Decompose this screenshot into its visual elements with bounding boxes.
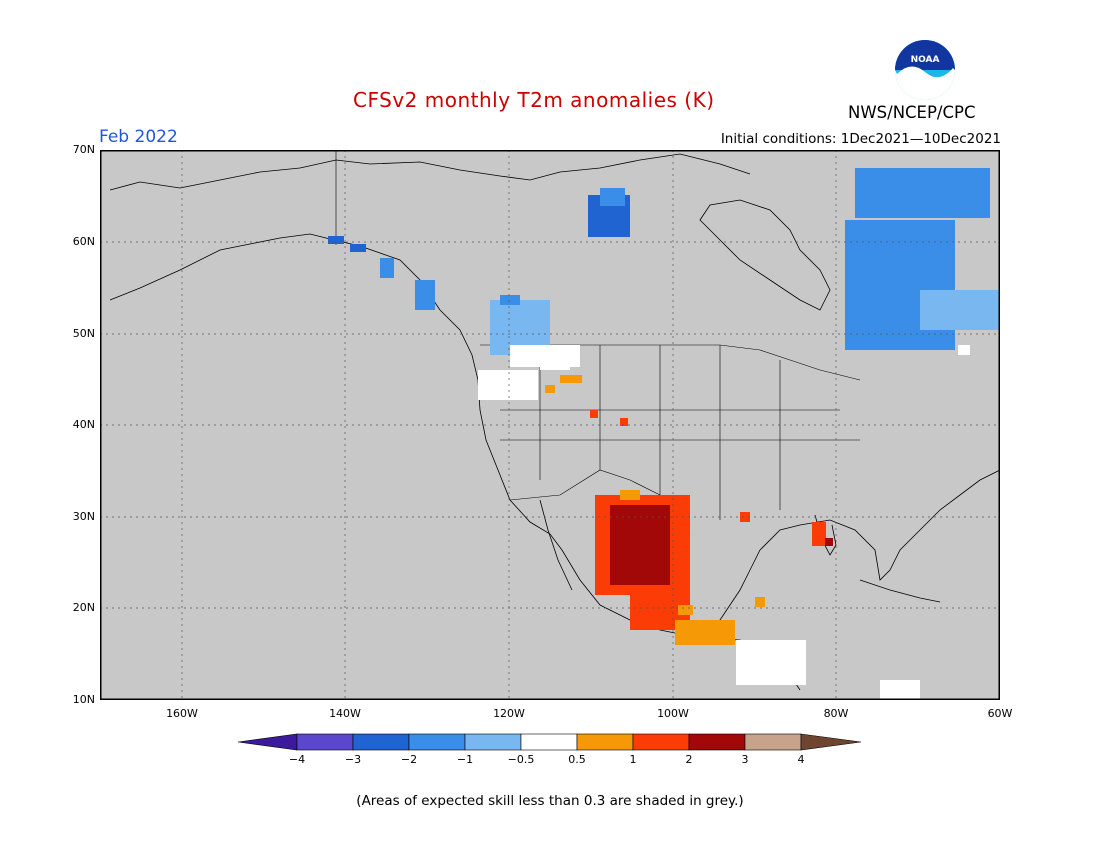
graticule (100, 150, 1000, 700)
colorbar-swatch (352, 733, 410, 751)
colorbar-swatch (688, 733, 746, 751)
colorbar-label: 2 (685, 753, 693, 766)
colorbar-label: −2 (400, 753, 418, 766)
lat-label: 50N (72, 327, 95, 340)
map-border (100, 150, 1000, 700)
colorbar-arrow-high (800, 733, 862, 751)
anomaly-map (100, 150, 1001, 700)
colorbar-swatch (296, 733, 354, 751)
lat-label: 40N (72, 418, 95, 431)
lon-label: 60W (987, 707, 1013, 720)
colorbar-label: −0.5 (507, 753, 535, 766)
colorbar (237, 733, 863, 755)
lat-label: 70N (72, 143, 95, 156)
lon-label: 100W (657, 707, 689, 720)
map-title: CFSv2 monthly T2m anomalies (K) (353, 88, 715, 112)
lat-label: 10N (72, 693, 95, 706)
logo-text: NOAA (911, 55, 940, 65)
lon-label: 160W (166, 707, 198, 720)
lat-label: 30N (72, 510, 95, 523)
colorbar-label: 3 (741, 753, 749, 766)
lon-label: 120W (493, 707, 525, 720)
colorbar-swatch (464, 733, 522, 751)
lon-label: 80W (823, 707, 849, 720)
colorbar-swatch (520, 733, 578, 751)
colorbar-label: 0.5 (568, 753, 586, 766)
lat-label: 60N (72, 235, 95, 248)
initial-conditions: Initial conditions: 1Dec2021—10Dec2021 (720, 131, 1001, 147)
noaa-logo: NOAA (893, 38, 957, 102)
colorbar-arrow-low (237, 733, 298, 751)
lon-label: 140W (329, 707, 361, 720)
colorbar-label: −1 (456, 753, 474, 766)
colorbar-swatch (576, 733, 634, 751)
colorbar-swatch (408, 733, 466, 751)
colorbar-swatch (744, 733, 802, 751)
lat-label: 20N (72, 601, 95, 614)
colorbar-label: 1 (629, 753, 637, 766)
skill-footnote: (Areas of expected skill less than 0.3 a… (356, 793, 744, 809)
colorbar-label: −4 (288, 753, 306, 766)
forecast-month: Feb 2022 (99, 127, 178, 147)
colorbar-label: 4 (797, 753, 805, 766)
agency-label: NWS/NCEP/CPC (848, 103, 976, 122)
colorbar-swatch (632, 733, 690, 751)
colorbar-label: −3 (344, 753, 362, 766)
